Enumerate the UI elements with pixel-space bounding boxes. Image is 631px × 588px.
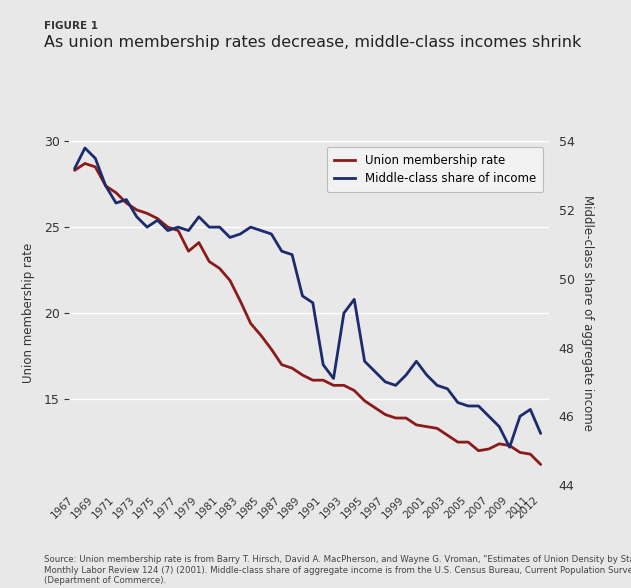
Text: As union membership rates decrease, middle-class incomes shrink: As union membership rates decrease, midd…	[44, 35, 582, 51]
Legend: Union membership rate, Middle-class share of income: Union membership rate, Middle-class shar…	[327, 147, 543, 192]
Text: Source: Union membership rate is from Barry T. Hirsch, David A. MacPherson, and : Source: Union membership rate is from Ba…	[44, 555, 631, 585]
Y-axis label: Middle-class share of aggregate income: Middle-class share of aggregate income	[581, 195, 594, 431]
Text: FIGURE 1: FIGURE 1	[44, 21, 98, 31]
Y-axis label: Union membership rate: Union membership rate	[23, 243, 35, 383]
